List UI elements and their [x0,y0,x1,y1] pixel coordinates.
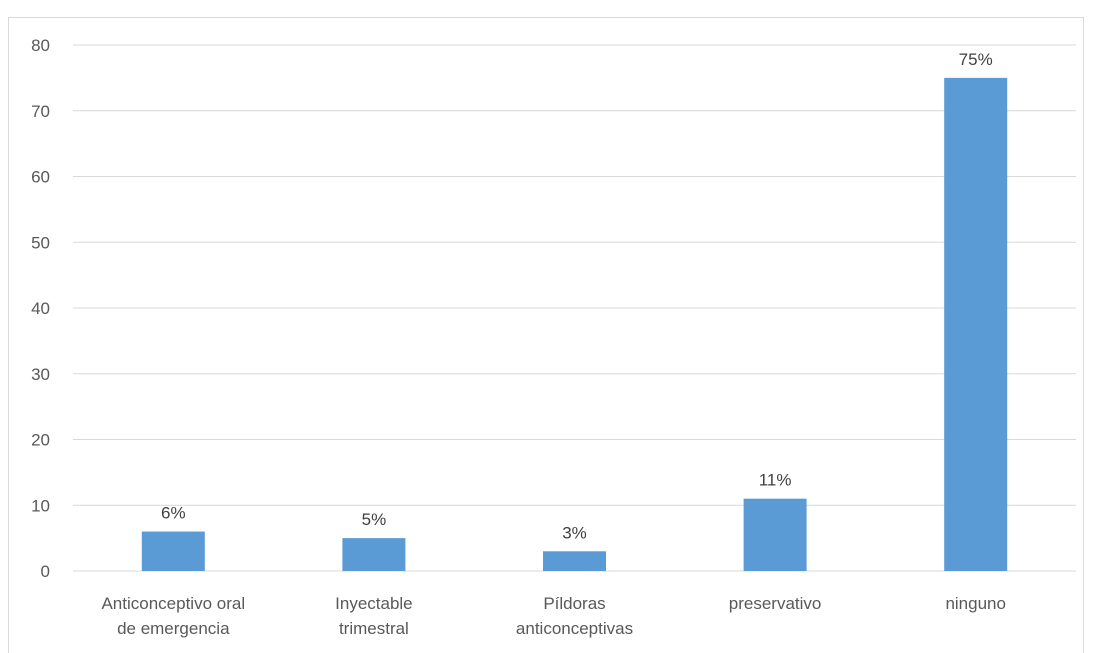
category-label-3: preservativo [729,594,822,613]
data-label-4: 75% [959,50,993,69]
data-label-1: 5% [362,510,387,529]
y-tick-label: 30 [31,365,50,384]
bar-3 [743,498,807,571]
category-label-0: Anticonceptivo oral de emergencia [101,594,245,638]
category-label-line: preservativo [729,594,822,613]
bar-1 [342,538,406,571]
y-tick-label: 80 [31,36,50,55]
category-label-line: Píldoras [543,594,605,613]
x-axis-categories: Anticonceptivo oral de emergencia Inyectab… [101,594,1005,638]
y-tick-label: 0 [41,562,50,581]
bars [141,77,1008,571]
category-label-line: Inyectable [335,594,413,613]
y-tick-label: 50 [31,233,50,252]
data-label-3: 11% [759,471,792,490]
chart-frame [8,17,1084,653]
category-label-line: Anticonceptivo oral [101,594,245,613]
data-label-2: 3% [562,523,587,542]
gridlines [73,44,1076,572]
bar-0 [141,531,205,571]
category-label-line: de emergencia [117,619,230,638]
y-tick-label: 10 [31,496,50,515]
data-label-0: 6% [161,504,186,523]
y-tick-label: 20 [31,431,50,450]
y-tick-label: 40 [31,299,50,318]
category-label-2: Píldoras anticonceptivas [516,594,633,638]
category-label-line: ninguno [945,594,1006,613]
y-tick-label: 70 [31,102,50,121]
bar-4 [944,77,1008,571]
y-tick-label: 60 [31,168,50,187]
data-labels: 6% 5% 3% 11% 75% [161,50,993,542]
bar-2 [543,551,606,571]
category-label-4: ninguno [945,594,1006,613]
category-label-1: Inyectable trimestral [335,594,413,638]
y-axis-ticks: 0 10 20 30 40 50 60 70 80 [31,36,50,581]
category-label-line: anticonceptivas [516,619,633,638]
category-label-line: trimestral [339,619,409,638]
